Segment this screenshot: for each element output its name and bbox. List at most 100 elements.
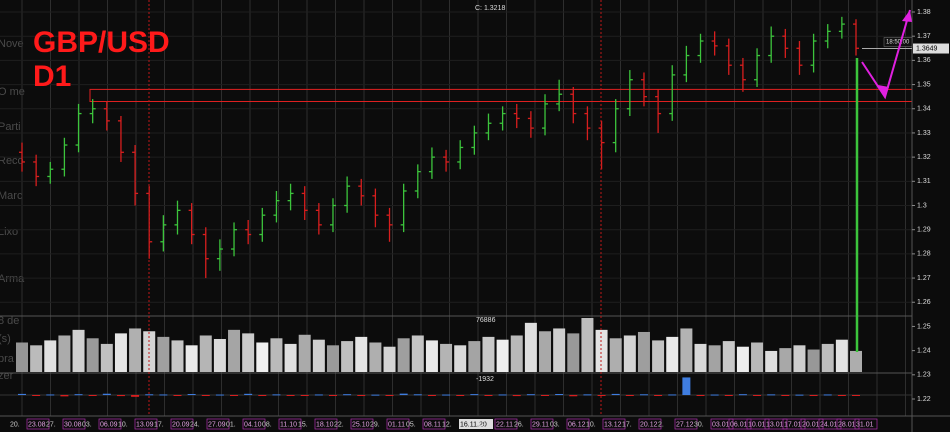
volume-bar xyxy=(454,345,467,372)
volume-bar xyxy=(496,339,509,372)
volume-bar xyxy=(779,348,792,372)
indicator-bar xyxy=(187,394,196,395)
indicator-bar xyxy=(710,394,719,396)
indicator-bar xyxy=(230,395,239,396)
indicator-bar xyxy=(371,394,380,396)
last-time-label: 18:50:00 xyxy=(886,40,910,46)
indicator-bar xyxy=(583,394,592,396)
x-tick-label: 31.01 xyxy=(856,421,874,428)
volume-bar xyxy=(58,335,71,372)
y-tick-label: 1.35 xyxy=(917,81,931,88)
x-label-box xyxy=(764,418,788,430)
indicator-bar xyxy=(32,395,41,396)
indicator-bar xyxy=(145,394,154,396)
indicator-bar xyxy=(738,394,747,396)
indicator-bar xyxy=(159,394,168,396)
indicator-bar xyxy=(131,395,140,397)
indicator-bar xyxy=(512,395,521,397)
x-tick-label: 13.09 xyxy=(136,421,154,428)
volume-bar xyxy=(270,338,283,372)
chart-subtitle: D1 xyxy=(33,60,71,93)
y-tick-label: 1.29 xyxy=(917,227,931,234)
x-label-box xyxy=(350,418,374,430)
y-tick-label: 1.23 xyxy=(917,372,931,379)
indicator-bar xyxy=(611,393,620,395)
indicator-bar xyxy=(399,393,408,395)
volume-bar xyxy=(143,331,156,372)
volume-bar xyxy=(708,345,721,372)
volume-bar xyxy=(157,336,170,372)
x-tick-label: 27.09 xyxy=(208,421,226,428)
last-price-label: 1.3649 xyxy=(916,45,938,52)
indicator-bar xyxy=(286,395,295,396)
volume-bar xyxy=(553,328,566,372)
indicator-bar xyxy=(823,394,832,396)
volume-bar xyxy=(581,318,594,372)
y-tick-label: 1.32 xyxy=(917,154,931,161)
volume-bar xyxy=(765,350,778,372)
x-label-box xyxy=(170,418,194,430)
volume-bar xyxy=(652,340,665,372)
x-tick-label: 01.11 xyxy=(388,421,405,428)
last-price-box xyxy=(913,43,949,54)
x-tick-label: 17. xyxy=(622,421,632,428)
x-label-box xyxy=(494,418,518,430)
x-label-box xyxy=(206,418,230,430)
x-label-box xyxy=(62,418,86,430)
volume-bar xyxy=(411,335,424,372)
x-label-box xyxy=(836,418,860,430)
indicator-bar xyxy=(668,394,677,396)
volume-bar xyxy=(680,328,693,372)
indicator-bar xyxy=(753,395,762,396)
volume-bar xyxy=(284,343,297,372)
indicator-bar xyxy=(442,394,451,396)
axis-layer: 1.38 1.37 1.36 1.35 1.34 1.33 1.32 1.31 1.3 1.29 1… xyxy=(10,9,949,430)
volume-bar xyxy=(821,343,834,372)
volume-bar xyxy=(666,336,679,372)
background-text: Nove xyxy=(0,38,24,50)
background-text: Reco xyxy=(0,155,24,167)
x-tick-label: 24.01 xyxy=(820,421,838,428)
x-tick-label: 2. xyxy=(658,421,664,428)
background-text: Marc xyxy=(0,190,23,202)
volume-bar xyxy=(609,338,622,372)
indicator-bar xyxy=(272,394,281,396)
x-tick-label: 26. xyxy=(514,421,524,428)
x-tick-label: 08. xyxy=(262,421,272,428)
indicator-bar xyxy=(74,394,83,396)
indicator-bar xyxy=(654,395,663,396)
x-tick-label: 29.11 xyxy=(532,421,549,428)
indicator-bar xyxy=(597,395,606,396)
y-tick-label: 1.36 xyxy=(917,57,931,64)
indicator-bar xyxy=(385,395,394,396)
plot-layer xyxy=(0,16,913,397)
indicator-bar xyxy=(413,394,422,396)
volume-bar xyxy=(736,346,749,372)
volume-bar xyxy=(850,350,862,372)
x-tick-label: 22. xyxy=(334,421,344,428)
x-label-box xyxy=(98,418,122,430)
volume-max-label: 76886 xyxy=(476,317,496,324)
x-tick-label: 24. xyxy=(190,421,200,428)
x-tick-label: 27. xyxy=(46,421,56,428)
volume-bar xyxy=(171,340,184,372)
x-tick-label: 06.09 xyxy=(100,421,118,428)
volume-bar xyxy=(114,333,127,372)
indicator-bar xyxy=(498,394,507,396)
indicator-bar xyxy=(639,394,648,396)
x-label-box xyxy=(638,418,662,430)
volume-bar xyxy=(129,328,142,372)
volume-bar xyxy=(100,343,113,372)
volume-bar xyxy=(807,349,820,372)
x-tick-label: 16.11.20 xyxy=(460,421,487,428)
x-tick-label: 27.12 xyxy=(676,421,694,428)
indicator-bar xyxy=(173,395,182,396)
volume-bar xyxy=(72,329,85,372)
indicator-bar xyxy=(357,395,366,396)
indicator-bar xyxy=(696,395,705,396)
x-tick-label: 06.12 xyxy=(568,421,586,428)
volume-bar xyxy=(185,345,198,372)
volume-bar xyxy=(835,339,848,372)
x-tick-label: 18.10 xyxy=(316,421,334,428)
x-tick-label: 29. xyxy=(370,421,380,428)
